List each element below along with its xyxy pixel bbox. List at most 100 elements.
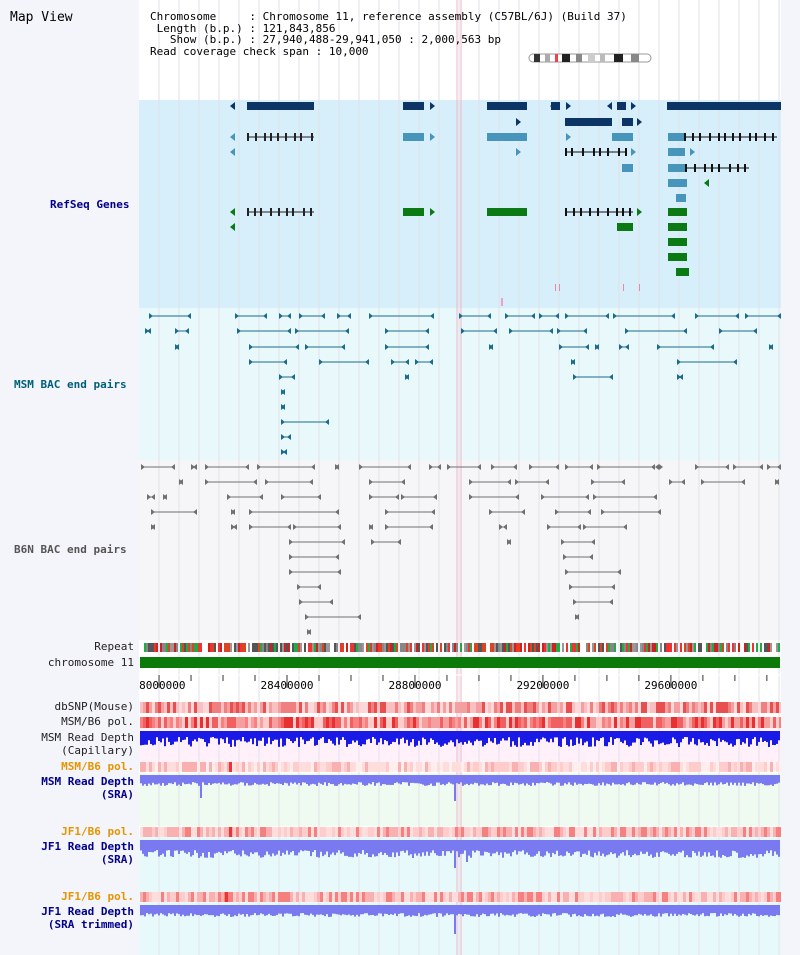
jf1-depth-sra-bar <box>290 840 292 853</box>
jf1-b6-pol-stripe <box>524 827 527 837</box>
msm-depth-capillary-bar <box>726 731 728 743</box>
genome-plot-svg[interactable]: 2800000028400000288000002920000029600000 <box>133 0 782 955</box>
genome-plot-area[interactable]: 2800000028400000288000002920000029600000 <box>133 0 782 955</box>
track-label-dbsnp[interactable]: dbSNP(Mouse) <box>54 700 134 713</box>
jf1-b6-pol-stripe <box>713 827 716 837</box>
jf1-depth-sra-bar <box>256 840 258 853</box>
b6n-bac-pair-end <box>141 464 145 470</box>
jf1-depth-sra-bar <box>472 840 474 851</box>
msm-depth-capillary-bar <box>144 731 146 745</box>
jf1-depth-trim-bar <box>672 905 674 916</box>
msm-b6-pol-2-stripe <box>731 762 734 772</box>
msm-b6-pol-2-stripe <box>572 762 575 772</box>
jf1-b6-pol-stripe <box>206 827 209 837</box>
msm-depth-sra-bar <box>518 775 520 785</box>
jf1-depth-sra-bar <box>574 840 576 853</box>
repeat-block <box>652 643 654 652</box>
track-label-jf1-b6-pol-2[interactable]: JF1/B6 pol. <box>61 890 134 903</box>
jf1-depth-trim-bar <box>500 905 502 914</box>
jf1-b6-pol-2-stripe <box>659 892 662 902</box>
msm-b6-pol-2-stripe <box>542 762 545 772</box>
track-label-b6n-bac[interactable]: B6N BAC end pairs <box>14 543 127 556</box>
track-label-msm-depth-capillary[interactable]: MSM Read Depth <box>41 731 134 744</box>
jf1-depth-trim-bar <box>408 905 410 916</box>
msm-depth-capillary-bar <box>582 731 584 746</box>
repeat-block <box>494 643 496 652</box>
track-label-refseq-genes[interactable]: RefSeq Genes <box>50 198 130 211</box>
msm-depth-sra-bar <box>714 775 716 783</box>
msm-bac-pair-end <box>281 434 285 440</box>
msm-b6-pol-2-stripe <box>317 762 320 772</box>
refseq-gene <box>668 164 685 172</box>
msm-b6-pol-stripe <box>671 717 674 728</box>
repeat-block <box>656 643 658 652</box>
track-label-msm-depth-sra[interactable]: MSM Read Depth <box>41 775 134 788</box>
msm-depth-sra-bar <box>648 775 650 785</box>
msm-b6-pol-2-stripe <box>722 762 725 772</box>
track-label-msm-b6-pol[interactable]: MSM/B6 pol. <box>61 715 134 728</box>
pol-highlight <box>229 827 232 837</box>
dbsnp-stripe <box>719 702 722 713</box>
repeat-block <box>542 643 544 652</box>
msm-depth-capillary-bar <box>718 731 720 739</box>
refseq-marker <box>639 284 640 291</box>
msm-b6-pol-2-stripe <box>323 762 326 772</box>
chromosome-ideogram[interactable] <box>528 52 652 64</box>
repeat-block <box>194 643 196 652</box>
jf1-b6-pol-2-stripe <box>536 892 539 902</box>
msm-bac-pair-end <box>461 328 465 334</box>
repeat-block <box>418 643 420 652</box>
jf1-b6-pol-stripe <box>461 827 464 837</box>
jf1-depth-sra-bar <box>532 840 534 857</box>
msm-b6-pol-2-stripe <box>299 762 302 772</box>
msm-depth-sra-bar <box>182 775 184 783</box>
repeat-block <box>408 643 410 652</box>
track-label-jf1-depth-trimmed[interactable]: JF1 Read Depth <box>41 905 134 918</box>
msm-depth-sra-bar <box>346 775 348 785</box>
jf1-b6-pol-2-stripe <box>563 892 566 902</box>
jf1-depth-sra-bar <box>142 840 144 854</box>
jf1-depth-sra-bar <box>438 840 440 856</box>
track-label-jf1-depth-sra[interactable]: JF1 Read Depth <box>41 840 134 853</box>
msm-bac-pair-end <box>557 328 561 334</box>
jf1-depth-trim-bar <box>406 905 408 917</box>
jf1-depth-trim-bar <box>162 905 164 915</box>
dbsnp-stripe <box>644 702 647 713</box>
b6n-bac-pair-end <box>609 599 613 605</box>
msm-depth-capillary-bar <box>536 731 538 739</box>
track-label-jf1-b6-pol[interactable]: JF1/B6 pol. <box>61 825 134 838</box>
repeat-block <box>200 643 202 652</box>
msm-bac-pair-end <box>735 313 739 319</box>
dbsnp-stripe <box>254 702 257 713</box>
track-label-msm-b6-pol-2[interactable]: MSM/B6 pol. <box>61 760 134 773</box>
jf1-b6-pol-2-stripe <box>425 892 428 902</box>
refseq-exon <box>571 148 573 156</box>
refseq-arrow <box>230 148 235 156</box>
jf1-b6-pol-stripe <box>503 827 506 837</box>
jf1-b6-pol-stripe <box>446 827 449 837</box>
msm-b6-pol-stripe <box>668 717 671 728</box>
jf1-b6-pol-2-stripe <box>464 892 467 902</box>
jf1-depth-sra-bar <box>630 840 632 858</box>
msm-depth-capillary-bar <box>496 731 498 745</box>
jf1-depth-trim-bar <box>160 905 162 914</box>
msm-depth-capillary-bar <box>682 731 684 739</box>
jf1-b6-pol-2-stripe <box>620 892 623 902</box>
track-label-msm-bac[interactable]: MSM BAC end pairs <box>14 378 127 391</box>
jf1-depth-sra-bar <box>246 840 248 856</box>
jf1-depth-sra-bar <box>170 840 172 857</box>
jf1-depth-sra-bar <box>498 840 500 856</box>
jf1-b6-pol-stripe <box>689 827 692 837</box>
msm-b6-pol-2-stripe <box>404 762 407 772</box>
msm-depth-capillary-bar <box>622 731 624 744</box>
repeat-block <box>380 643 382 652</box>
msm-b6-pol-stripe <box>557 717 560 728</box>
msm-b6-pol-stripe <box>779 717 782 728</box>
jf1-b6-pol-2-stripe <box>701 892 704 902</box>
msm-depth-sra-bar <box>210 775 212 785</box>
dbsnp-stripe <box>734 702 737 713</box>
msm-b6-pol-stripe <box>263 717 266 728</box>
track-label-repeat[interactable]: Repeat <box>94 640 134 653</box>
jf1-depth-trim-bar <box>302 905 304 914</box>
b6n-bac-pair-end <box>759 464 763 470</box>
